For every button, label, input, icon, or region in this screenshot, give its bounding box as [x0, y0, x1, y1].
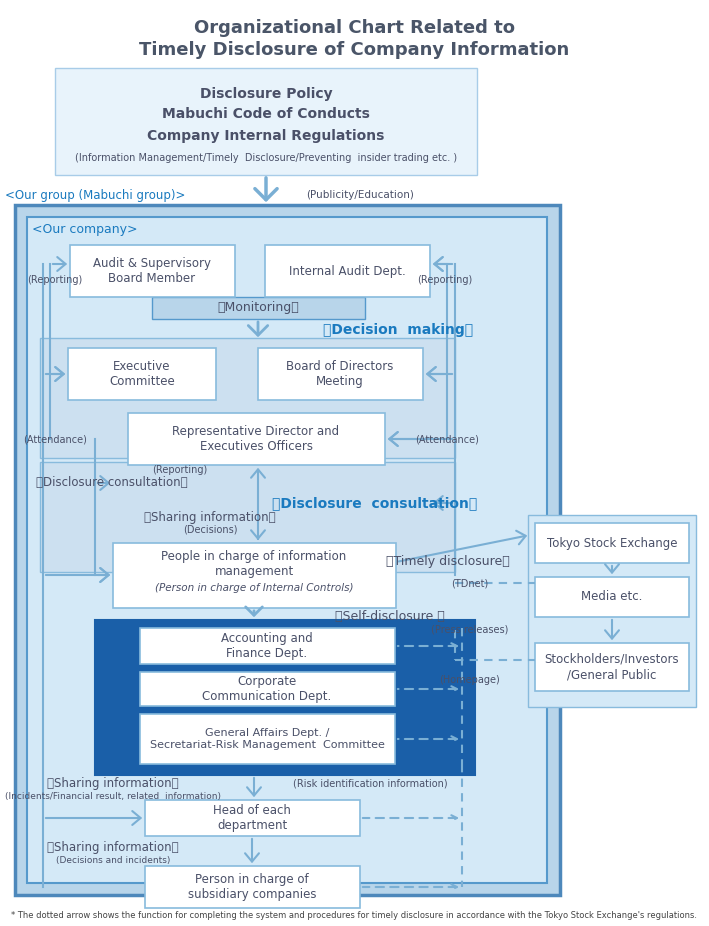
Bar [27, 217, 547, 883]
Bar [40, 462, 455, 572]
Bar [152, 297, 365, 319]
Text: Representative Director and
Executives Officers: Representative Director and Executives O… [172, 425, 340, 453]
Bar [535, 643, 689, 691]
Text: 【Timely disclosure】: 【Timely disclosure】 [386, 556, 510, 569]
Text: General Affairs Dept. /
Secretariat-Risk Management  Committee: General Affairs Dept. / Secretariat-Risk… [150, 728, 384, 750]
Text: Mabuchi Code of Conducts: Mabuchi Code of Conducts [162, 107, 370, 121]
Text: 【Sharing information】: 【Sharing information】 [144, 511, 276, 524]
Bar [140, 672, 395, 706]
Text: Accounting and
Finance Dept.: Accounting and Finance Dept. [221, 632, 313, 660]
Bar [145, 800, 360, 836]
Text: 【Decision  making】: 【Decision making】 [323, 323, 473, 337]
Text: 【Self-disclosure 】: 【Self-disclosure 】 [335, 609, 445, 622]
Text: (Homepage): (Homepage) [440, 675, 501, 685]
Text: * The dotted arrow shows the function for completing the system and procedures f: * The dotted arrow shows the function fo… [11, 911, 697, 920]
Bar [140, 628, 395, 664]
Text: (Decisions): (Decisions) [183, 525, 238, 535]
Text: People in charge of information
management: People in charge of information manageme… [162, 550, 347, 578]
Text: (Attendance): (Attendance) [23, 434, 87, 444]
Bar [95, 620, 475, 775]
Bar [55, 68, 477, 175]
Text: (Attendance): (Attendance) [415, 434, 479, 444]
Bar [265, 245, 430, 297]
Bar [258, 348, 423, 400]
Text: <Our group (Mabuchi group)>: <Our group (Mabuchi group)> [5, 189, 185, 202]
Bar [113, 543, 396, 608]
Text: Internal Audit Dept.: Internal Audit Dept. [289, 265, 406, 278]
Text: Person in charge of
subsidiary companies: Person in charge of subsidiary companies [188, 873, 316, 901]
Text: 【Sharing information】: 【Sharing information】 [48, 842, 179, 855]
Bar [535, 577, 689, 617]
Bar [70, 245, 235, 297]
Text: <Our company>: <Our company> [32, 223, 138, 236]
Text: Corporate
Communication Dept.: Corporate Communication Dept. [202, 675, 332, 703]
Text: 【Disclosure  consultation】: 【Disclosure consultation】 [272, 496, 478, 510]
Text: (Press releases): (Press releases) [431, 625, 508, 635]
Text: (Publicity/Education): (Publicity/Education) [306, 190, 414, 200]
Text: Timely Disclosure of Company Information: Timely Disclosure of Company Information [139, 41, 569, 59]
Text: 【Disclosure consultation】: 【Disclosure consultation】 [36, 477, 188, 490]
Text: 【Monitoring】: 【Monitoring】 [217, 302, 299, 315]
Text: Audit & Supervisory
Board Member: Audit & Supervisory Board Member [93, 257, 211, 285]
Text: Tokyo Stock Exchange: Tokyo Stock Exchange [547, 536, 677, 549]
Text: Media etc.: Media etc. [581, 591, 642, 604]
Text: Board of Directors
Meeting: Board of Directors Meeting [286, 360, 393, 388]
Text: (Reporting): (Reporting) [28, 275, 83, 285]
Text: (Information Management/Timely  Disclosure/Preventing  insider trading etc. ): (Information Management/Timely Disclosur… [75, 153, 457, 163]
Text: (TDnet): (TDnet) [452, 578, 489, 588]
Text: (Reporting): (Reporting) [418, 275, 473, 285]
Bar [528, 515, 696, 707]
Text: (Person in charge of Internal Controls): (Person in charge of Internal Controls) [155, 583, 353, 593]
Bar [535, 523, 689, 563]
Text: Disclosure Policy: Disclosure Policy [200, 87, 333, 101]
Text: (Incidents/Financial result, related  information): (Incidents/Financial result, related inf… [5, 792, 221, 800]
Bar [68, 348, 216, 400]
Bar [15, 205, 560, 895]
Text: Organizational Chart Related to: Organizational Chart Related to [194, 19, 515, 37]
Bar [140, 714, 395, 764]
Bar [40, 338, 455, 458]
Text: Company Internal Regulations: Company Internal Regulations [147, 129, 385, 143]
Text: Executive
Committee: Executive Committee [109, 360, 175, 388]
Text: Head of each
department: Head of each department [213, 804, 291, 832]
Text: 【Sharing information】: 【Sharing information】 [48, 777, 179, 790]
Bar [128, 413, 385, 465]
Text: (Risk identification information): (Risk identification information) [293, 778, 447, 788]
Text: Stockholders/Investors
/General Public: Stockholders/Investors /General Public [545, 653, 679, 681]
Text: (Reporting): (Reporting) [152, 465, 208, 475]
Text: (Decisions and incidents): (Decisions and incidents) [56, 856, 170, 865]
Bar [145, 866, 360, 908]
